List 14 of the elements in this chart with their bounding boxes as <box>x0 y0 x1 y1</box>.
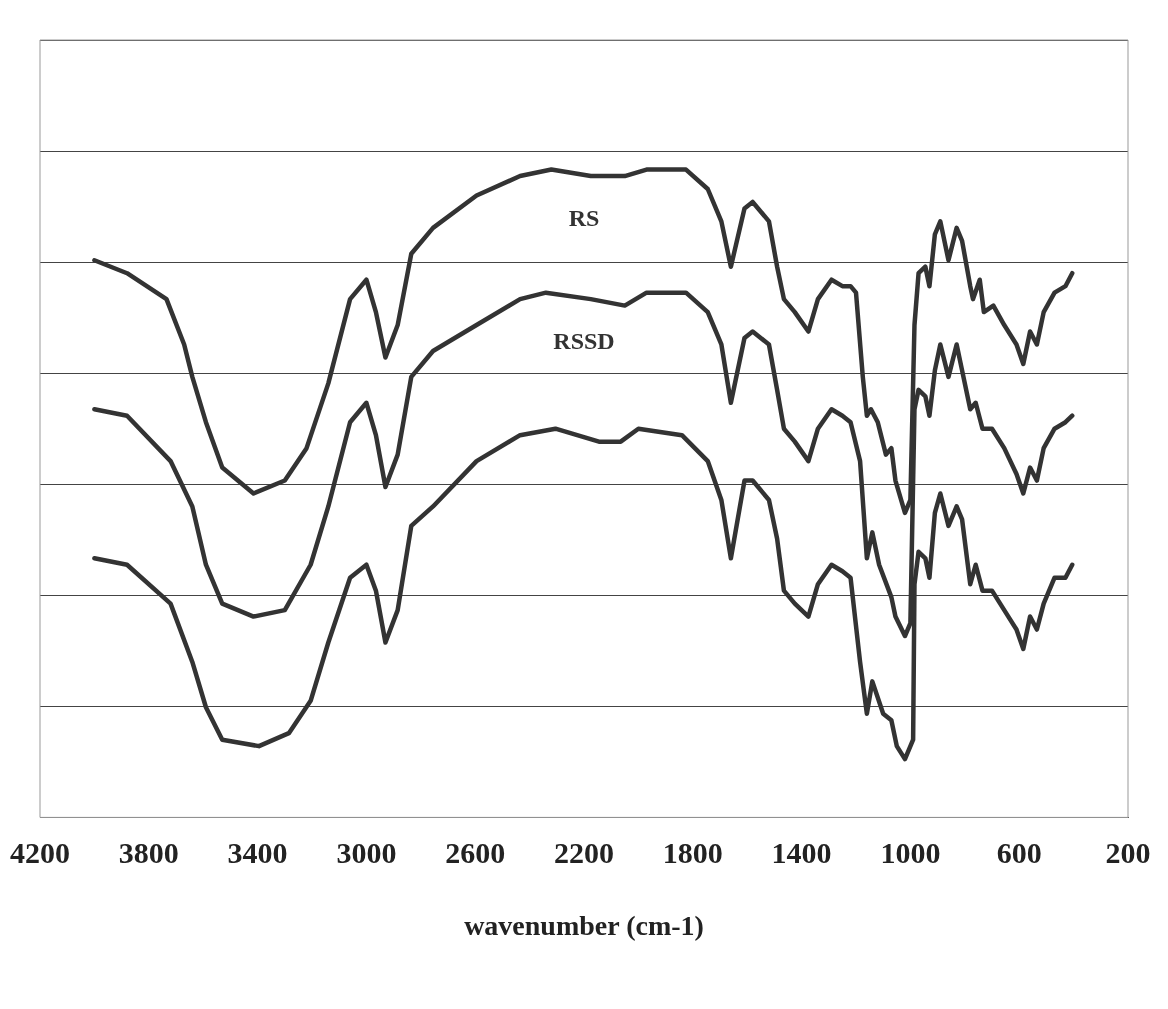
x-tick-label: 2600 <box>445 836 506 870</box>
x-tick-label: 200 <box>1105 836 1151 870</box>
x-tick-label: 3400 <box>227 836 288 870</box>
x-tick-label: 4200 <box>10 836 70 870</box>
series-label: RSSD <box>553 328 615 355</box>
x-axis-title: wavenumber (cm-1) <box>464 910 704 942</box>
x-tick-label: 1000 <box>880 836 941 870</box>
series-label: RS <box>568 205 600 232</box>
x-tick-label: 1400 <box>771 836 832 870</box>
x-tick-label: 3800 <box>118 836 179 870</box>
x-tick-label: 3000 <box>336 836 397 870</box>
x-tick-label: 600 <box>996 836 1042 870</box>
x-tick-label: 1800 <box>662 836 723 870</box>
x-tick-label: 2200 <box>554 836 614 870</box>
